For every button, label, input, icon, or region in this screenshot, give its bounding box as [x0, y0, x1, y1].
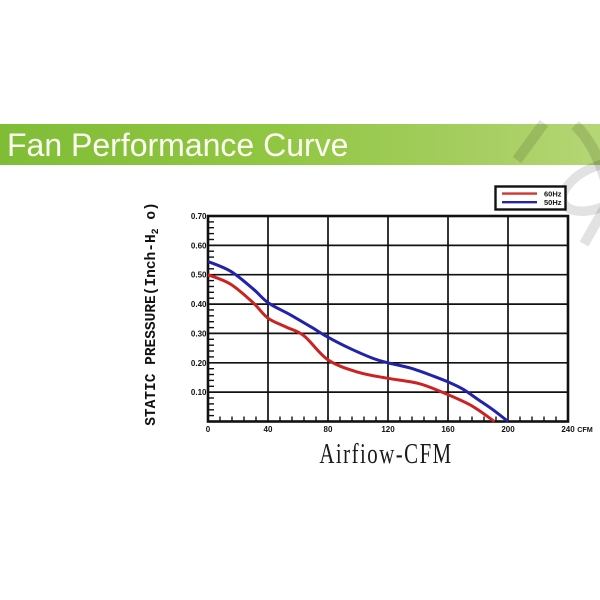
svg-text:40: 40: [264, 425, 273, 434]
svg-text:0.60: 0.60: [191, 241, 207, 250]
svg-text:0.40: 0.40: [191, 300, 207, 309]
svg-text:240: 240: [561, 425, 575, 434]
svg-text:0.30: 0.30: [191, 329, 207, 338]
svg-text:160: 160: [441, 425, 455, 434]
svg-text:0: 0: [206, 425, 211, 434]
svg-text:Airfiow-CFM: Airfiow-CFM: [319, 439, 452, 470]
svg-text:200: 200: [501, 425, 515, 434]
svg-text:STATIC PRESSURE(Inch-H2 o): STATIC PRESSURE(Inch-H2 o): [144, 202, 162, 426]
svg-text:0.20: 0.20: [191, 359, 207, 368]
svg-text:50Hz: 50Hz: [544, 198, 562, 207]
svg-text:80: 80: [324, 425, 333, 434]
svg-text:60Hz: 60Hz: [544, 190, 562, 199]
svg-text:0.50: 0.50: [191, 271, 207, 280]
svg-text:120: 120: [381, 425, 395, 434]
svg-text:0.70: 0.70: [191, 212, 207, 221]
svg-text:CFM: CFM: [577, 425, 593, 434]
svg-text:0.10: 0.10: [191, 388, 207, 397]
